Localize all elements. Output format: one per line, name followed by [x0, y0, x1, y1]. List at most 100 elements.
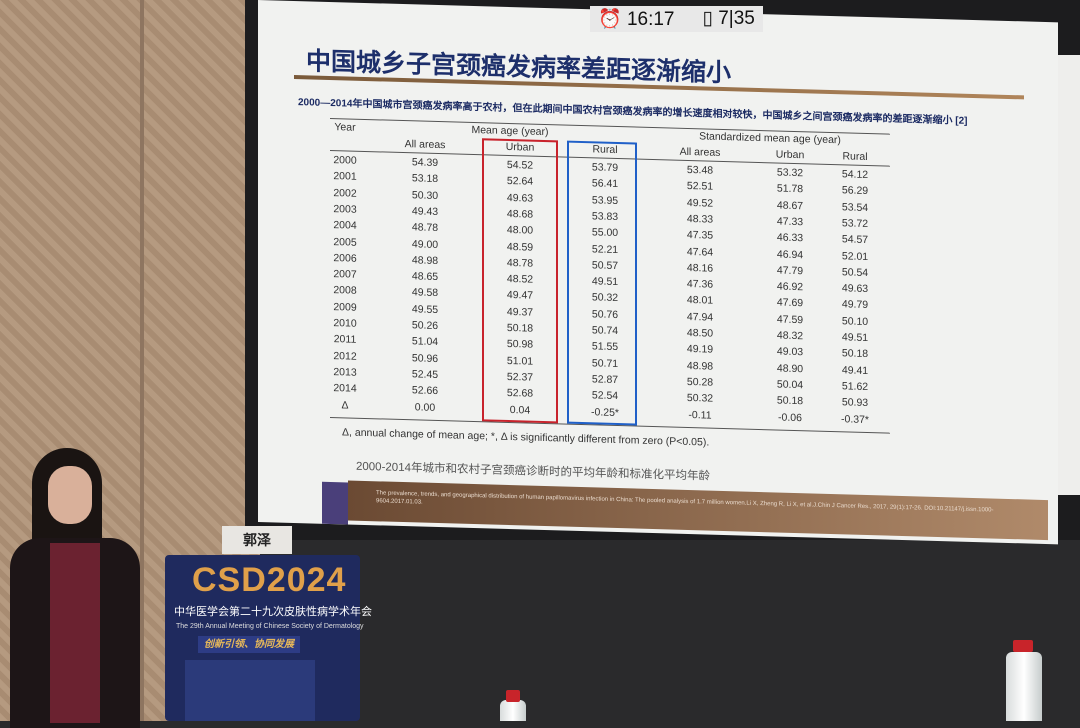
table-cell: 49.52: [686, 196, 714, 210]
water-bottle: [500, 700, 526, 721]
water-bottle: [1006, 652, 1042, 721]
table-cell: 49.41: [841, 363, 869, 377]
conference-logo: CSD2024: [192, 561, 347, 599]
page-icon: ▯ 7|35: [702, 8, 755, 29]
table-cell: 47.59: [776, 313, 804, 326]
table-cell: -0.37*: [840, 412, 870, 426]
podium-title-en: The 29th Annual Meeting of Chinese Socie…: [176, 623, 364, 630]
table-cell: 53.72: [841, 217, 869, 230]
row-year: 2000: [333, 154, 357, 167]
presentation-slide: 中国城乡子宫颈癌发病率差距逐渐缩小 2000—2014年中国城市宫颈癌发病率高于…: [258, 0, 1058, 545]
table-cell: 49.58: [411, 286, 439, 300]
row-year: 2013: [333, 365, 357, 379]
table-cell: 52.45: [411, 368, 439, 381]
table-cell: 46.94: [776, 247, 804, 261]
time: 16:17: [626, 9, 675, 30]
table-cell: 53.54: [841, 200, 869, 214]
row-year: 2009: [333, 300, 357, 314]
table-caption: 2000-2014年城市和农村子宫颈癌诊断时的平均年龄和标准化平均年龄: [356, 460, 710, 483]
alarm-clock-icon: ⏰ 16:17: [598, 9, 675, 30]
table-cell: 49.19: [686, 343, 714, 357]
table-cell: 53.48: [686, 163, 714, 177]
table-cell: 50.18: [841, 347, 869, 361]
row-year: 2003: [333, 202, 357, 216]
row-year: 2011: [333, 333, 357, 347]
reference-accent: [322, 481, 348, 525]
row-year: 2012: [333, 349, 357, 363]
nameplate: 郭泽: [222, 526, 292, 554]
table-cell: 50.28: [686, 375, 714, 389]
table-cell: 48.65: [411, 270, 439, 284]
table-cell: 54.39: [411, 156, 439, 170]
wall-seam: [140, 0, 144, 721]
table-cell: 49.00: [411, 237, 439, 251]
podium-base: [185, 660, 315, 721]
year-header: Year: [334, 121, 356, 134]
table-cell: 48.90: [776, 362, 804, 375]
table-cell: 48.50: [686, 326, 714, 340]
page-counter: 7|35: [718, 8, 755, 29]
table-cell: 48.32: [776, 329, 804, 343]
table-cell: 47.69: [776, 296, 804, 310]
table-cell: 53.18: [411, 172, 439, 186]
table-cell: 0.00: [414, 400, 436, 414]
table-cell: 50.93: [841, 396, 869, 410]
bottle-cap: [506, 690, 520, 702]
table-cell: 47.35: [686, 229, 714, 242]
row-year: 2001: [333, 170, 357, 184]
table-cell: 47.64: [686, 245, 714, 259]
table-cell: 48.33: [686, 212, 714, 226]
table-cell: 50.54: [841, 266, 869, 279]
table-cell: 54.12: [841, 168, 869, 182]
table-cell: 52.51: [686, 180, 714, 194]
table-cell: 50.32: [686, 392, 714, 405]
table-cell: 53.32: [776, 166, 804, 180]
table-cell: 52.01: [841, 249, 869, 263]
column-header: Urban: [775, 148, 805, 162]
table-cell: 51.04: [411, 335, 439, 349]
table-cell: 50.26: [411, 319, 439, 333]
table-cell: 50.04: [776, 378, 804, 392]
table-cell: 48.98: [686, 359, 714, 373]
row-year: 2002: [333, 186, 357, 200]
table-cell: 50.18: [776, 394, 804, 408]
table-cell: 50.96: [411, 351, 439, 365]
row-year: 2006: [333, 251, 357, 265]
table-cell: 49.63: [841, 282, 869, 296]
table-cell: 48.78: [411, 221, 439, 235]
row-year: Δ: [341, 398, 349, 412]
table-cell: 48.98: [411, 254, 439, 267]
row-year: 2014: [333, 382, 357, 395]
table-cell: 47.94: [686, 310, 714, 324]
table-cell: 49.43: [411, 205, 439, 218]
table-cell: 56.29: [841, 184, 869, 198]
column-header: Rural: [842, 150, 868, 164]
table-cell: 48.16: [686, 261, 714, 275]
bottle-cap: [1013, 640, 1033, 652]
table-cell: 49.51: [841, 331, 869, 345]
row-year: 2005: [333, 235, 357, 249]
table-cell: 46.92: [776, 280, 804, 294]
table-footnote: Δ, annual change of mean age; *, Δ is si…: [342, 426, 710, 449]
urban-highlight-box: [482, 138, 558, 424]
status-overlay: ⏰ 16:17 ▯ 7|35: [590, 6, 763, 32]
table-cell: 52.66: [411, 384, 439, 398]
row-year: 2010: [333, 317, 357, 330]
row-year: 2004: [333, 219, 357, 232]
row-year: 2008: [333, 284, 357, 298]
speaker: [10, 448, 140, 728]
table-cell: 47.36: [686, 278, 714, 291]
table-cell: 48.01: [686, 294, 714, 308]
slide-subtitle: 2000—2014年中国城市宫颈癌发病率高于农村，但在此期间中国农村宫颈癌发病率…: [298, 97, 968, 127]
podium-title-cn: 中华医学会第二十九次皮肤性病学术年会: [174, 606, 372, 618]
rural-highlight-box: [567, 140, 637, 426]
table-cell: 49.79: [841, 298, 869, 312]
table-cell: 50.10: [841, 314, 869, 328]
table-cell: 49.03: [776, 345, 804, 359]
table-cell: 47.79: [776, 264, 804, 278]
table-cell: 47.33: [776, 215, 804, 229]
group-header-mean-age: Mean age (year): [471, 123, 549, 139]
table-cell: 50.30: [411, 188, 439, 202]
table-cell: 54.57: [841, 233, 869, 247]
podium-slogan: 创新引领、协同发展: [198, 636, 300, 653]
